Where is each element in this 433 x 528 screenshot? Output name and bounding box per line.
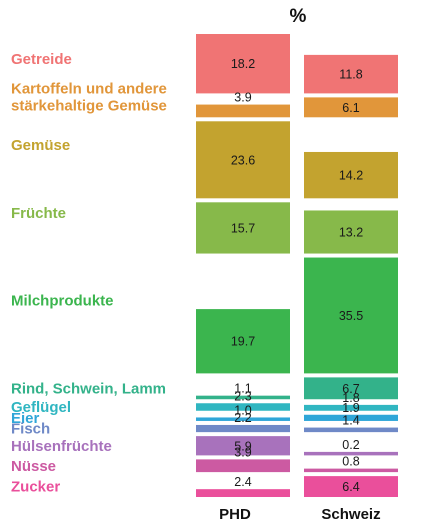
category-label-kartoffeln-und-andere-staerkehaltige-gemuese: Kartoffeln und andere stärkehaltige Gemüs… (11, 80, 167, 114)
bar-nuesse-schweiz (304, 468, 398, 473)
category-label-line: Eier (11, 410, 40, 427)
category-label-gefluegel: Geflügel (11, 399, 71, 416)
bar-fisch-schweiz (304, 427, 398, 433)
value-label-fruechte-schweiz: 13.2 (339, 226, 363, 240)
bar-zucker-phd (196, 489, 290, 497)
bar-getreide-schweiz (304, 54, 398, 94)
category-label-line: Geflügel (11, 399, 71, 416)
category-label-line: Kartoffeln und andere (11, 80, 167, 97)
bar-nuesse-phd (196, 459, 290, 473)
bar-gemuese-schweiz (304, 151, 398, 199)
value-label-getreide-schweiz: 11.8 (339, 68, 362, 82)
value-label-rind-schwein-lamm-phd: 1.1 (234, 382, 251, 396)
bar-fruechte-phd (196, 202, 290, 254)
category-label-nuesse: Nüsse (11, 458, 56, 475)
value-label-milchprodukte-schweiz: 35.5 (339, 309, 363, 323)
category-label-line: Nüsse (11, 458, 56, 475)
bar-rind-schwein-lamm-schweiz (304, 377, 398, 400)
value-label-eier-schweiz: 1.9 (342, 401, 359, 415)
bar-eier-schweiz (304, 414, 398, 421)
bar-getreide-phd (196, 34, 290, 94)
column-header-schweiz: Schweiz (321, 506, 380, 523)
category-label-getreide: Getreide (11, 51, 72, 68)
value-label-gemuese-schweiz: 14.2 (339, 169, 363, 183)
column-header-phd: PHD (219, 506, 251, 523)
category-label-line: stärkehaltige Gemüse (11, 97, 167, 114)
bar-fisch-phd (196, 424, 290, 433)
category-label-fisch: Fisch (11, 421, 50, 438)
category-label-line: Getreide (11, 51, 72, 68)
bar-gefluegel-schweiz (304, 404, 398, 411)
category-label-rind-schwein-lamm: Rind, Schwein, Lamm (11, 380, 166, 397)
category-label-milchprodukte: Milchprodukte (11, 292, 114, 309)
category-label-line: Gemüse (11, 137, 70, 154)
value-label-kartoffeln-und-andere-staerkehaltige-gemuese-schweiz: 6.1 (342, 101, 359, 115)
value-label-zucker-phd: 2.4 (234, 475, 251, 489)
value-label-huelsenfruechte-schweiz: 0.2 (342, 438, 359, 452)
category-label-eier: Eier (11, 410, 40, 427)
value-label-kartoffeln-und-andere-staerkehaltige-gemuese-phd: 3.9 (234, 91, 251, 105)
category-label-line: Rind, Schwein, Lamm (11, 380, 166, 397)
category-label-huelsenfruechte: Hülsenfrüchte (11, 438, 112, 455)
bar-zucker-schweiz (304, 476, 398, 497)
bar-kartoffeln-und-andere-staerkehaltige-gemuese-schweiz (304, 97, 398, 118)
bar-milchprodukte-schweiz (304, 257, 398, 374)
category-label-line: Fisch (11, 421, 50, 438)
bar-kartoffeln-und-andere-staerkehaltige-gemuese-phd (196, 104, 290, 118)
category-label-fruechte: Früchte (11, 205, 66, 222)
bar-gefluegel-phd (196, 403, 290, 411)
value-label-getreide-phd: 18.2 (231, 57, 255, 71)
value-label-gefluegel-phd: 2.3 (234, 389, 251, 403)
value-label-nuesse-schweiz: 0.8 (342, 455, 359, 469)
bar-eier-phd (196, 417, 290, 421)
bar-rind-schwein-lamm-phd (196, 395, 290, 400)
bar-gemuese-phd (196, 121, 290, 199)
category-label-gemuese: Gemüse (11, 137, 70, 154)
value-label-gefluegel-schweiz: 1.8 (342, 391, 359, 405)
category-label-line: Früchte (11, 205, 66, 222)
bar-fruechte-schweiz (304, 210, 398, 254)
bar-huelsenfruechte-schweiz (304, 451, 398, 456)
bar-huelsenfruechte-phd (196, 436, 290, 456)
category-label-line: Hülsenfrüchte (11, 438, 112, 455)
value-label-gemuese-phd: 23.6 (231, 153, 255, 167)
category-label-line: Zucker (11, 479, 60, 496)
category-label-zucker: Zucker (11, 479, 60, 496)
value-label-nuesse-phd: 3.9 (234, 445, 251, 459)
chart-title: % (290, 6, 307, 27)
value-label-fruechte-phd: 15.7 (231, 221, 255, 235)
category-label-line: Milchprodukte (11, 292, 114, 309)
value-label-milchprodukte-phd: 19.7 (231, 335, 255, 349)
value-label-zucker-schweiz: 6.4 (342, 480, 359, 494)
bar-milchprodukte-phd (196, 309, 290, 374)
value-label-rind-schwein-lamm-schweiz: 6.7 (342, 382, 359, 396)
value-label-fisch-phd: 2.2 (234, 411, 251, 425)
value-label-fisch-schweiz: 1.4 (342, 414, 359, 428)
value-label-huelsenfruechte-phd: 5.9 (234, 439, 251, 453)
value-label-eier-phd: 1.0 (234, 403, 251, 417)
